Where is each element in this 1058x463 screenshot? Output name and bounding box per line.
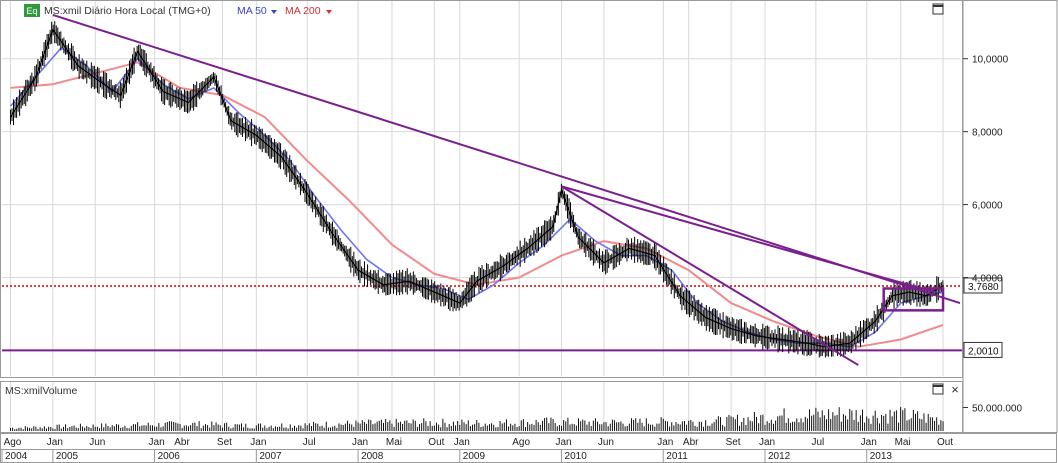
x-month-label: Abr <box>174 437 190 448</box>
y-tick-label: 6,0000 <box>972 201 1003 212</box>
x-axis-panel <box>0 433 1057 463</box>
x-month-label: Jan <box>759 437 775 448</box>
ma200-legend[interactable]: MA 200 <box>285 5 321 17</box>
x-month-label: Jan <box>657 437 673 448</box>
x-year-label: 2006 <box>158 451 181 462</box>
volume-panel-frame <box>0 381 963 433</box>
volume-axis-ticks: 50.000.000 <box>963 404 1022 415</box>
x-year-label: 2004 <box>5 451 28 462</box>
annotation-box[interactable] <box>882 287 945 312</box>
level-value-box <box>963 341 1003 358</box>
x-year-label: 2013 <box>870 451 893 462</box>
x-month-label: Mai <box>895 437 911 448</box>
trendlines[interactable] <box>52 13 961 366</box>
volume-bars <box>9 406 944 431</box>
level-value-label: 3,7680 <box>968 282 999 293</box>
volume-panel-label: MS:xmilVolume <box>5 385 78 397</box>
x-month-label: Jan <box>861 437 877 448</box>
x-month-label: Jul <box>303 437 316 448</box>
x-axis-labels: Ago Jan Jun Jan Abr Set Jan Jul Jan Mai Out Jan Ago J… <box>0 437 1057 462</box>
x-month-label: Jan <box>149 437 165 448</box>
price-axis-ticks: 10,0000 8,0000 6,0000 4,0000 <box>963 55 1009 285</box>
volume-restore-button[interactable] <box>932 383 944 395</box>
volume-close-button[interactable]: × <box>951 382 959 397</box>
y-tick-label: 4,0000 <box>972 274 1003 285</box>
x-month-label: Jan <box>250 437 266 448</box>
ma200-dropdown-icon[interactable] <box>326 10 332 14</box>
y-tick-label: 10,0000 <box>972 55 1009 66</box>
x-month-label: Jan <box>352 437 368 448</box>
x-year-label: 2005 <box>56 451 79 462</box>
x-month-label: Ago <box>4 437 22 448</box>
x-month-label: Out <box>428 437 444 448</box>
trendline[interactable] <box>52 13 961 305</box>
trendline[interactable] <box>561 185 859 366</box>
x-year-label: 2011 <box>666 451 688 462</box>
x-month-label: Set <box>217 437 232 448</box>
x-month-label: Out <box>937 437 953 448</box>
eq-badge-text: Eq <box>26 6 37 16</box>
x-month-label: Jan <box>555 437 571 448</box>
x-month-label: Jan <box>47 437 63 448</box>
x-month-label: Mai <box>386 437 402 448</box>
volume-tick-label: 50.000.000 <box>972 404 1022 415</box>
ma50-legend[interactable]: MA 50 <box>237 5 267 17</box>
eq-badge[interactable] <box>24 4 40 17</box>
x-year-label: 2012 <box>768 451 791 462</box>
x-month-label: Ago <box>512 437 530 448</box>
x-month-label: Jan <box>454 437 470 448</box>
x-month-label: Set <box>726 437 741 448</box>
symbol-label: MS:xmil Diário Hora Local (TMG+0) <box>44 5 211 17</box>
y-tick-label: 8,0000 <box>972 128 1003 139</box>
maximize-button[interactable] <box>932 3 944 15</box>
x-month-label: Abr <box>683 437 699 448</box>
x-year-label: 2007 <box>259 451 282 462</box>
trendline[interactable] <box>561 185 935 294</box>
grid-lines <box>2 1 960 431</box>
level-value-label: 2,0010 <box>968 346 999 357</box>
chart-legend: Eq MS:xmil Diário Hora Local (TMG+0) MA … <box>24 4 332 17</box>
x-year-label: 2008 <box>361 451 384 462</box>
x-year-label: 2009 <box>463 451 486 462</box>
ma50-dropdown-icon[interactable] <box>271 10 277 14</box>
level-value-box <box>963 277 1003 294</box>
series-line-ma200 <box>10 61 944 348</box>
x-month-label: Jun <box>598 437 614 448</box>
x-month-label: Jun <box>89 437 105 448</box>
x-month-label: Jul <box>811 437 824 448</box>
right-axis-panel <box>962 0 1058 433</box>
x-year-label: 2010 <box>565 451 588 462</box>
price-panel-frame <box>0 0 963 378</box>
